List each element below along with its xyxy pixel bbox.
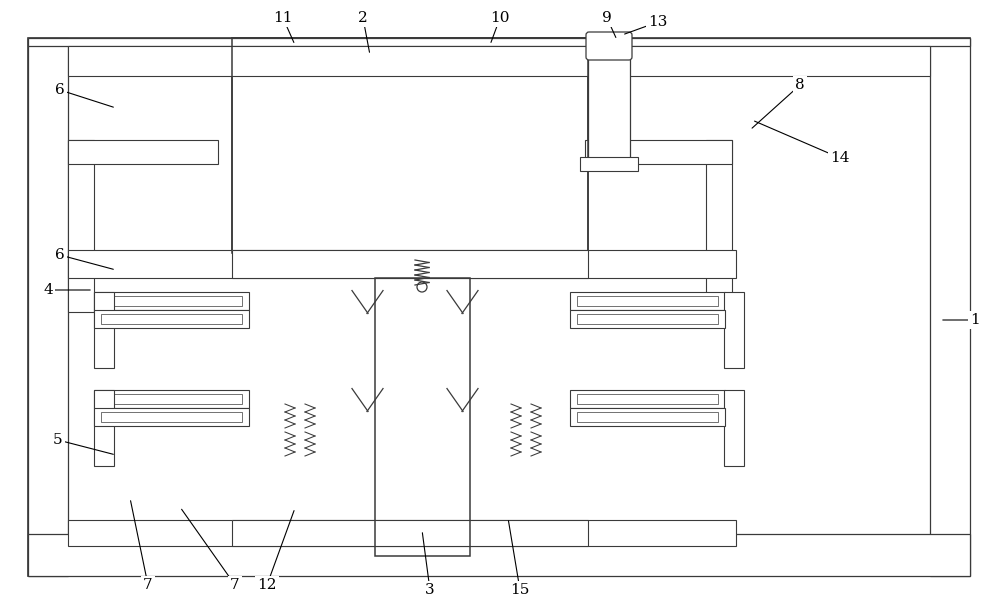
Polygon shape	[232, 250, 588, 278]
Polygon shape	[28, 38, 970, 576]
Text: 10: 10	[490, 11, 510, 25]
Polygon shape	[68, 140, 218, 164]
Polygon shape	[570, 408, 725, 426]
Polygon shape	[724, 390, 744, 466]
Polygon shape	[28, 38, 970, 46]
Polygon shape	[94, 390, 249, 408]
Text: 3: 3	[425, 583, 435, 597]
Text: 12: 12	[257, 578, 277, 592]
Polygon shape	[68, 250, 736, 278]
Polygon shape	[232, 520, 588, 546]
FancyBboxPatch shape	[586, 32, 632, 60]
Text: 7: 7	[143, 578, 153, 592]
Text: 13: 13	[648, 15, 668, 29]
Text: 2: 2	[358, 11, 368, 25]
Polygon shape	[68, 140, 94, 312]
Polygon shape	[94, 408, 249, 426]
Text: 6: 6	[55, 83, 65, 97]
Polygon shape	[232, 38, 588, 253]
Polygon shape	[570, 292, 725, 310]
Text: 8: 8	[795, 78, 805, 92]
Text: 4: 4	[43, 283, 53, 297]
Polygon shape	[930, 38, 970, 576]
Text: 1: 1	[970, 313, 980, 327]
Polygon shape	[724, 292, 744, 368]
Polygon shape	[28, 534, 970, 576]
Polygon shape	[94, 292, 249, 310]
Polygon shape	[94, 292, 114, 368]
Polygon shape	[68, 46, 930, 76]
Polygon shape	[94, 390, 114, 466]
Polygon shape	[375, 278, 470, 556]
Polygon shape	[94, 310, 249, 328]
Text: 5: 5	[53, 433, 63, 447]
Polygon shape	[570, 310, 725, 328]
Polygon shape	[28, 38, 68, 576]
Polygon shape	[588, 55, 630, 165]
Text: 15: 15	[510, 583, 530, 597]
Text: 9: 9	[602, 11, 612, 25]
Polygon shape	[706, 140, 732, 312]
Polygon shape	[570, 390, 725, 408]
Polygon shape	[68, 520, 736, 546]
Text: 7: 7	[230, 578, 240, 592]
Text: 14: 14	[830, 151, 850, 165]
Polygon shape	[585, 140, 732, 164]
Polygon shape	[580, 157, 638, 171]
Text: 11: 11	[273, 11, 293, 25]
Text: 6: 6	[55, 248, 65, 262]
